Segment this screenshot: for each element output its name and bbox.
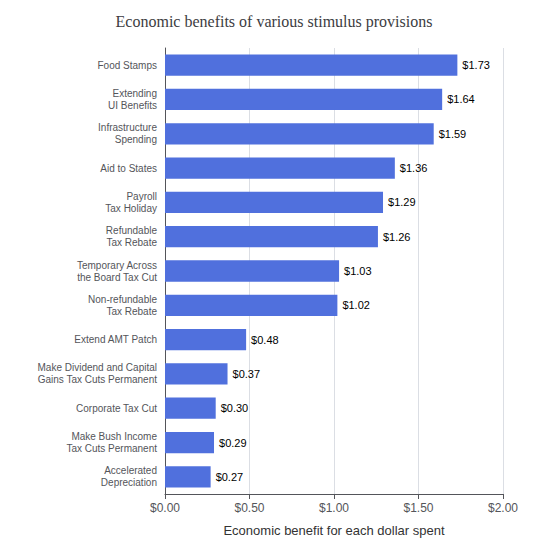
svg-text:Corporate Tax Cut: Corporate Tax Cut: [76, 403, 157, 414]
svg-text:Refundable: Refundable: [106, 225, 158, 236]
svg-text:$1.73: $1.73: [462, 59, 490, 71]
svg-text:Tax Holiday: Tax Holiday: [105, 203, 157, 214]
svg-text:Gains Tax Cuts Permanent: Gains Tax Cuts Permanent: [38, 374, 158, 385]
svg-text:$0.30: $0.30: [221, 402, 249, 414]
svg-text:Make Dividend and Capital: Make Dividend and Capital: [37, 362, 157, 373]
svg-text:$1.03: $1.03: [344, 265, 372, 277]
svg-text:$1.29: $1.29: [388, 196, 416, 208]
svg-text:$1.02: $1.02: [342, 299, 370, 311]
svg-text:$0.37: $0.37: [233, 368, 261, 380]
svg-text:$0.50: $0.50: [234, 501, 264, 515]
svg-text:$0.48: $0.48: [251, 334, 279, 346]
svg-text:$0.00: $0.00: [150, 501, 180, 515]
svg-text:$1.36: $1.36: [400, 162, 428, 174]
svg-text:$1.50: $1.50: [403, 501, 433, 515]
svg-text:the Board Tax Cut: the Board Tax Cut: [77, 272, 157, 283]
svg-text:Aid to States: Aid to States: [100, 163, 157, 174]
svg-text:Spending: Spending: [115, 134, 157, 145]
svg-text:$1.64: $1.64: [447, 93, 475, 105]
svg-text:Extend AMT Patch: Extend AMT Patch: [74, 334, 157, 345]
svg-text:$2.00: $2.00: [488, 501, 518, 515]
svg-text:Tax Cuts Permanent: Tax Cuts Permanent: [66, 443, 157, 454]
svg-text:UI Benefits: UI Benefits: [108, 100, 157, 111]
svg-text:Tax Rebate: Tax Rebate: [106, 306, 157, 317]
svg-text:Economic benefit for each doll: Economic benefit for each dollar spent: [223, 523, 445, 538]
svg-text:Depreciation: Depreciation: [101, 477, 157, 488]
svg-text:Food Stamps: Food Stamps: [98, 60, 157, 71]
svg-text:Tax Rebate: Tax Rebate: [106, 237, 157, 248]
svg-text:Payroll: Payroll: [126, 191, 157, 202]
svg-text:Extending: Extending: [113, 88, 157, 99]
svg-text:Non-refundable: Non-refundable: [88, 294, 157, 305]
svg-text:$0.27: $0.27: [216, 471, 244, 483]
svg-text:$0.29: $0.29: [219, 437, 247, 449]
svg-text:$1.59: $1.59: [439, 128, 467, 140]
svg-text:Accelerated: Accelerated: [104, 465, 157, 476]
svg-text:Temporary Across: Temporary Across: [77, 260, 157, 271]
svg-text:$1.00: $1.00: [319, 501, 349, 515]
svg-text:$1.26: $1.26: [383, 231, 411, 243]
svg-text:Economic benefits of various s: Economic benefits of various stimulus pr…: [116, 13, 433, 31]
svg-text:Make Bush Income: Make Bush Income: [71, 431, 157, 442]
svg-text:Infrastructure: Infrastructure: [98, 122, 157, 133]
